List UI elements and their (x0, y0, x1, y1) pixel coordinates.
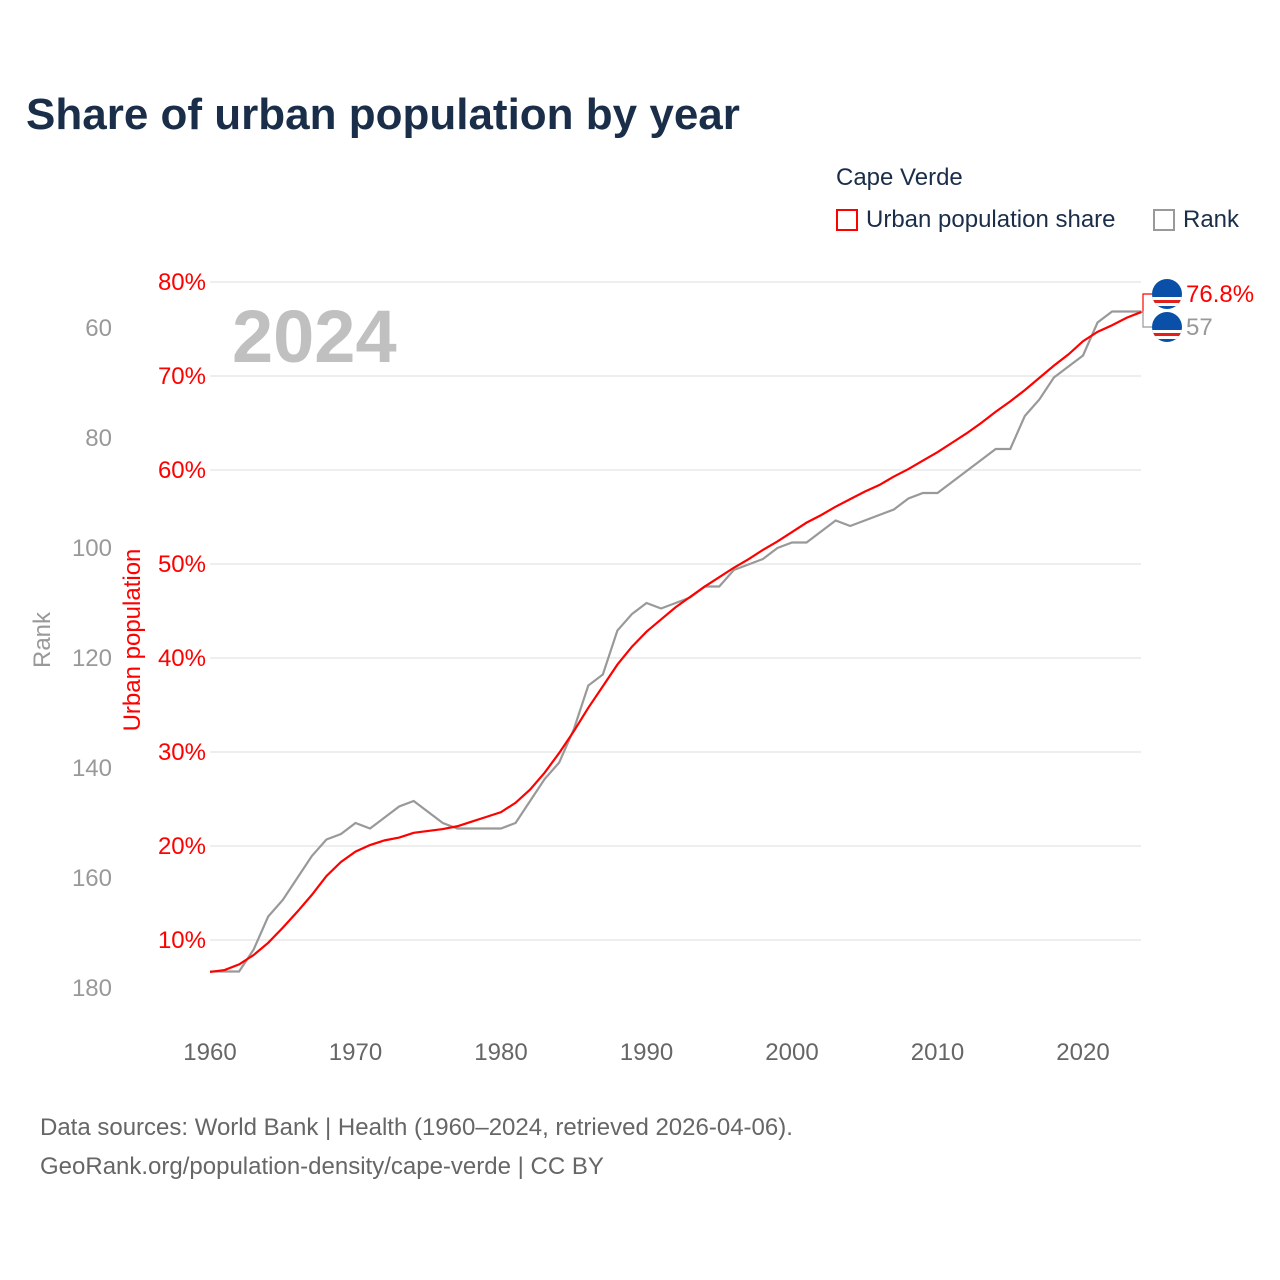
urban-tick-label: 20% (158, 833, 206, 860)
rank-tick-label: 60 (85, 315, 112, 342)
legend-label-rank: Rank (1183, 206, 1240, 233)
x-tick-label: 1990 (620, 1039, 673, 1066)
urban-tick-label: 50% (158, 551, 206, 578)
cape-verde-flag-icon (1152, 312, 1182, 342)
footer: Data sources: World Bank | Health (1960–… (40, 1108, 793, 1186)
urban-tick-label: 80% (158, 269, 206, 296)
rank-tick-label: 160 (72, 865, 112, 892)
rank-tick-label: 80 (85, 425, 112, 452)
urban-end-label: 76.8% (1186, 281, 1254, 308)
data-sources: Data sources: World Bank | Health (1960–… (40, 1114, 793, 1141)
legend-swatch-urban (836, 209, 858, 231)
x-tick-label: 1960 (183, 1039, 236, 1066)
rank-tick-label: 100 (72, 535, 112, 562)
x-tick-label: 1980 (474, 1039, 527, 1066)
x-tick-label: 2010 (911, 1039, 964, 1066)
rank-tick-label: 140 (72, 755, 112, 782)
rank-tick-label: 120 (72, 645, 112, 672)
legend-title: Cape Verde (836, 164, 963, 191)
urban-tick-label: 30% (158, 739, 206, 766)
urban-tick-label: 10% (158, 927, 206, 954)
urban-axis-label: Urban population (119, 549, 146, 732)
rank-tick-label: 180 (72, 975, 112, 1002)
legend-label-urban: Urban population share (866, 206, 1116, 233)
chart-title: Share of urban population by year (26, 90, 740, 139)
legend-item-rank[interactable]: Rank (1153, 206, 1239, 234)
attribution-link[interactable]: GeoRank.org/population-density/cape-verd… (40, 1153, 604, 1180)
urban-connector (1141, 293, 1152, 313)
rank-line (210, 310, 1142, 973)
x-tick-label: 1970 (329, 1039, 382, 1066)
x-tick-label: 2020 (1056, 1039, 1109, 1066)
legend-swatch-rank (1153, 209, 1175, 231)
urban-line (209, 311, 1142, 974)
urban-tick-label: 60% (158, 457, 206, 484)
legend-item-urban[interactable]: Urban population share (836, 206, 1116, 234)
year-watermark: 2024 (232, 295, 397, 378)
rank-end-label: 57 (1186, 314, 1213, 341)
x-tick-label: 2000 (765, 1039, 818, 1066)
cape-verde-flag-icon (1152, 279, 1182, 309)
rank-axis-label: Rank (29, 611, 56, 668)
urban-tick-label: 40% (158, 645, 206, 672)
urban-tick-label: 70% (158, 363, 206, 390)
rank-connector (1141, 310, 1152, 328)
